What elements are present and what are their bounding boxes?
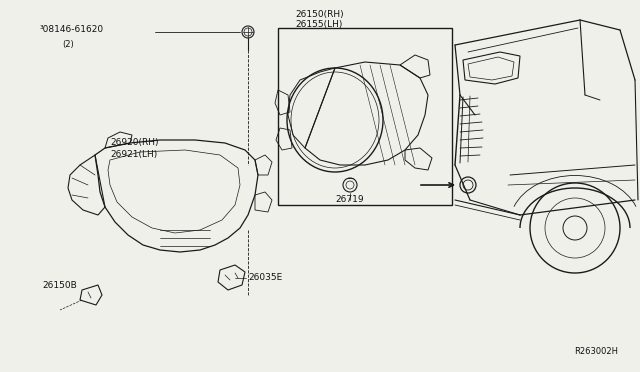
Text: (2): (2) <box>62 39 74 48</box>
Text: 26920(RH): 26920(RH) <box>110 138 159 148</box>
Text: 26719: 26719 <box>335 196 364 205</box>
Text: 26155(LH): 26155(LH) <box>295 20 342 29</box>
Text: 26921(LH): 26921(LH) <box>110 151 157 160</box>
Text: 26150(RH): 26150(RH) <box>295 10 344 19</box>
Text: ³08146-61620: ³08146-61620 <box>40 26 104 35</box>
Text: 26150B: 26150B <box>42 280 77 289</box>
Bar <box>278 28 452 205</box>
Text: 26035E: 26035E <box>248 273 282 282</box>
Text: R263002H: R263002H <box>574 347 618 356</box>
